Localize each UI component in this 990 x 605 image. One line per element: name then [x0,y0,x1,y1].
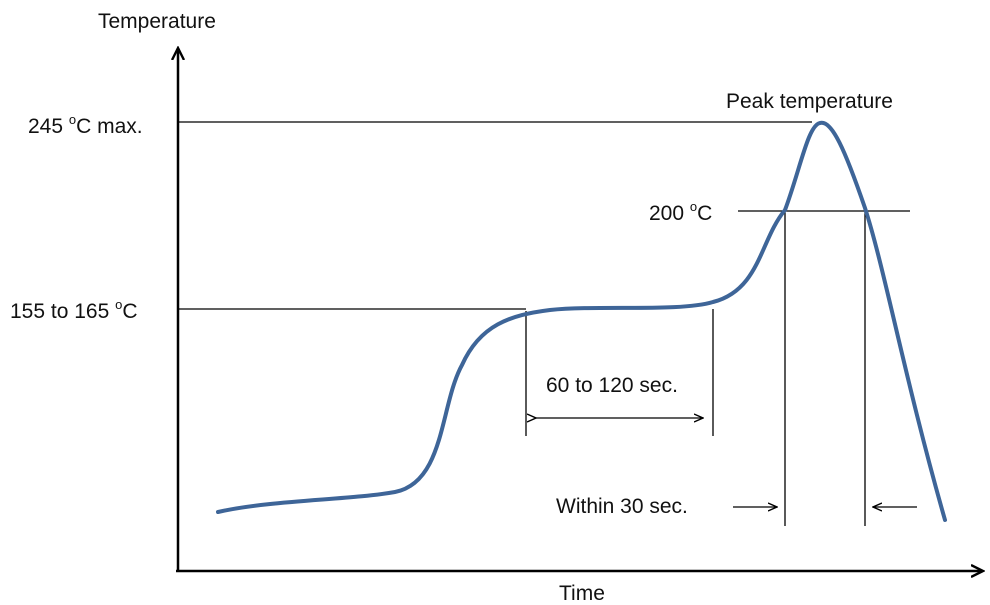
preheat-temp-unit: C [122,300,137,323]
x-axis-label: Time [559,582,605,605]
preheat-temp-label: 155 to 165 oC [10,297,138,323]
peak-max-unit: C max. [76,115,143,138]
preheat-temp-degree: o [115,297,122,312]
reflow-temp-label: 200 oC [649,199,712,225]
preheat-temp-value: 155 to 165 [10,300,109,323]
reflow-duration-label: Within 30 sec. [556,495,688,518]
reflow-temp-degree: o [690,199,697,214]
y-axis-label: Temperature [98,10,216,33]
temperature-profile-curve [216,120,947,522]
peak-max-value: 245 [28,115,63,138]
reflow-temp-unit: C [697,202,712,225]
peak-temperature-label: Peak temperature [726,90,893,113]
preheat-duration-label: 60 to 120 sec. [546,374,678,397]
reflow-temp-value: 200 [649,202,684,225]
peak-max-label: 245 oC max. [28,112,143,138]
peak-max-degree: o [69,112,76,127]
